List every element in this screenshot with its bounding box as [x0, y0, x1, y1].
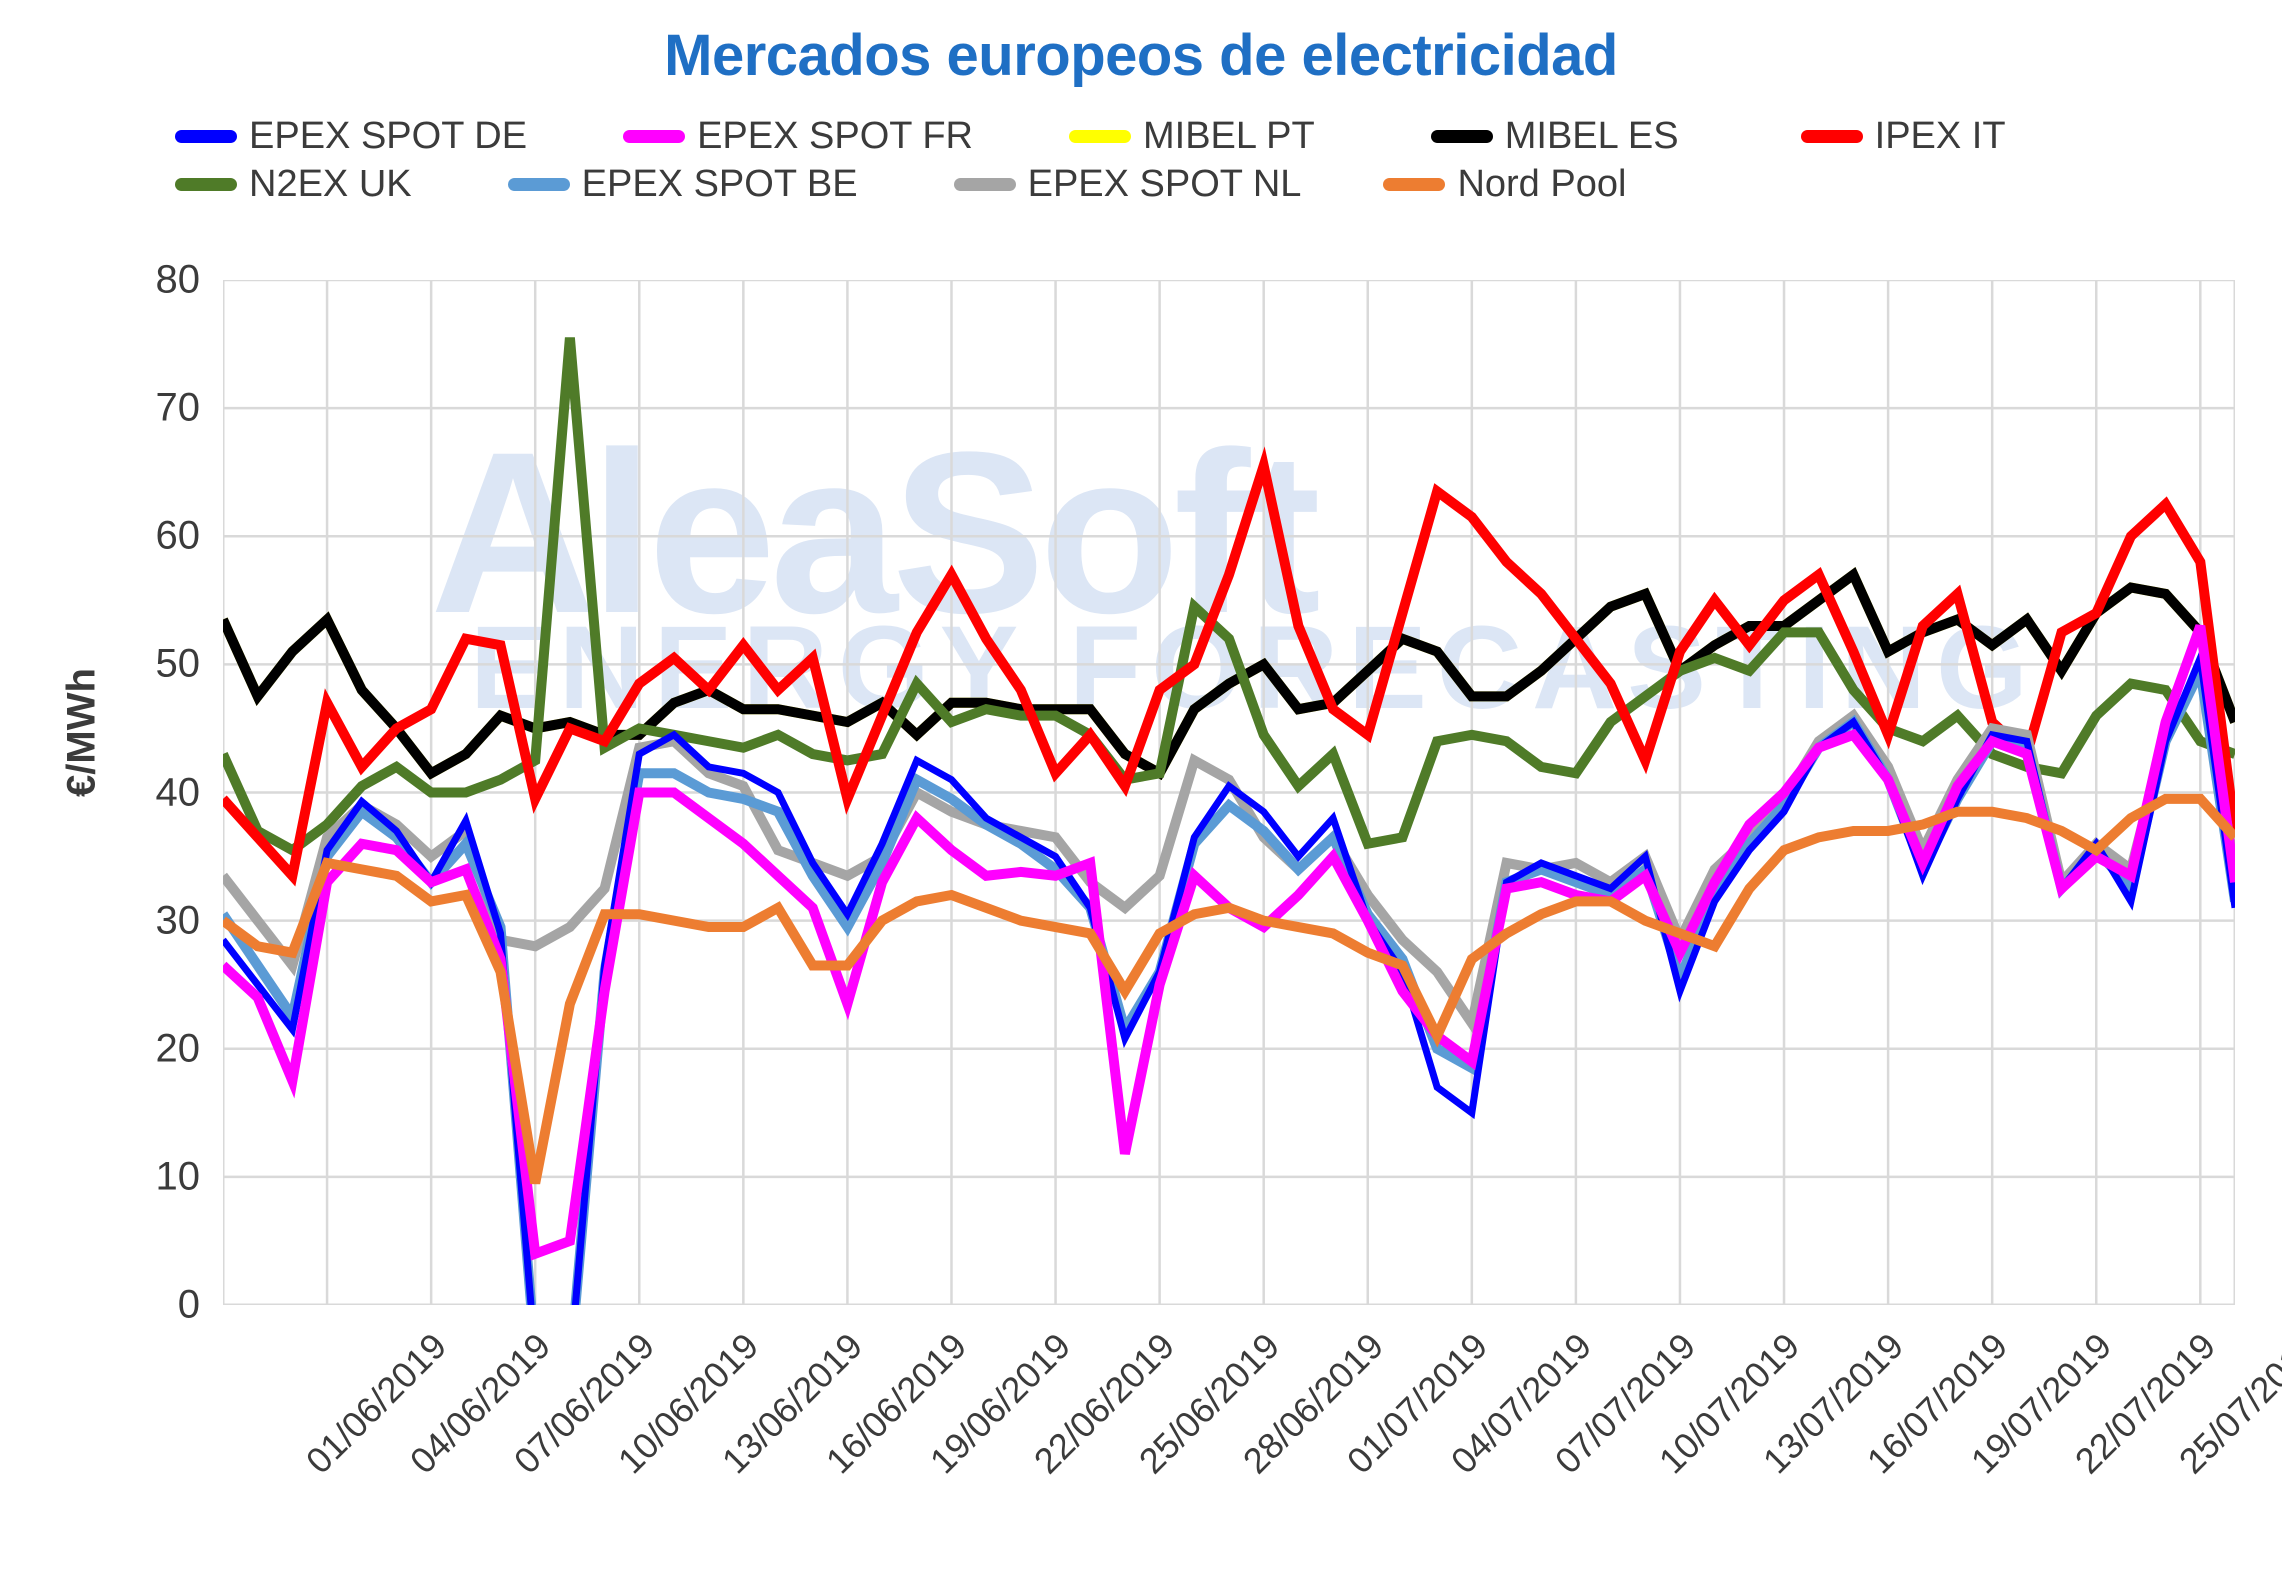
y-axis-ticks: 80 70 60 50 40 30 20 10 0	[90, 0, 201, 1582]
legend-swatch-icon	[623, 129, 686, 143]
chart-title: Mercados europeos de electricidad	[664, 23, 1618, 88]
legend-item-mibel-es[interactable]: MIBEL ES	[1430, 114, 1679, 158]
legend-swatch-icon	[953, 177, 1016, 191]
legend-label: EPEX SPOT BE	[581, 162, 858, 205]
legend-swatch-icon	[175, 177, 237, 191]
y-axis-tick-label: 60	[155, 513, 201, 558]
legend-item-epex-spot-de[interactable]: EPEX SPOT DE	[175, 115, 527, 158]
y-axis-tick-label: 80	[155, 257, 201, 302]
legend-item-n2ex-uk[interactable]: N2EX UK	[175, 163, 412, 206]
legend-swatch-icon	[1069, 129, 1131, 143]
legend-label: EPEX SPOT DE	[249, 114, 528, 157]
plot-area	[223, 280, 2235, 1305]
legend-item-mibel-pt[interactable]: MIBEL PT	[1069, 115, 1315, 158]
legend-label: N2EX UK	[249, 162, 412, 205]
series-line-n2ex-uk	[223, 337, 2235, 857]
y-axis-tick-label: 20	[155, 1026, 201, 1071]
series-line-mibel-es	[223, 566, 2235, 781]
series-line-nord-pool	[223, 793, 2235, 1185]
legend-swatch-icon	[175, 129, 237, 143]
legend-swatch-icon	[507, 177, 570, 191]
legend-swatch-icon	[1800, 129, 1863, 143]
legend-label: EPEX SPOT FR	[697, 114, 973, 157]
legend-label: MIBEL ES	[1504, 114, 1679, 157]
y-axis-tick-label: 10	[155, 1154, 201, 1199]
legend-label: Nord Pool	[1457, 162, 1627, 205]
legend-label: EPEX SPOT NL	[1027, 162, 1302, 205]
legend-item-nord-pool[interactable]: Nord Pool	[1383, 163, 1626, 206]
legend-swatch-icon	[1430, 129, 1493, 143]
series-line-ipex-it	[223, 446, 2235, 887]
legend-item-ipex-it[interactable]: IPEX IT	[1800, 114, 2006, 158]
y-axis-tick-label: 50	[155, 641, 201, 686]
chart-legend: EPEX SPOT DE EPEX SPOT FR MIBEL PT MIBEL ES…	[175, 112, 2115, 208]
legend-item-epex-spot-nl[interactable]: EPEX SPOT NL	[953, 162, 1302, 206]
legend-label: MIBEL PT	[1143, 114, 1315, 157]
legend-label: IPEX IT	[1874, 114, 2006, 157]
y-axis-tick-label: 40	[155, 770, 201, 814]
y-axis-tick-label: 0	[177, 1282, 200, 1327]
legend-item-epex-spot-fr[interactable]: EPEX SPOT FR	[623, 115, 973, 158]
legend-row: EPEX SPOT DE EPEX SPOT FR MIBEL PT MIBEL ES…	[175, 112, 2115, 160]
legend-item-epex-spot-be[interactable]: EPEX SPOT BE	[507, 162, 858, 206]
legend-row: N2EX UK EPEX SPOT BE EPEX SPOT NL Nord Pool	[175, 160, 2115, 208]
y-axis-tick-label: 70	[155, 385, 201, 430]
legend-swatch-icon	[1383, 177, 1446, 191]
y-axis-tick-label: 30	[155, 898, 201, 943]
